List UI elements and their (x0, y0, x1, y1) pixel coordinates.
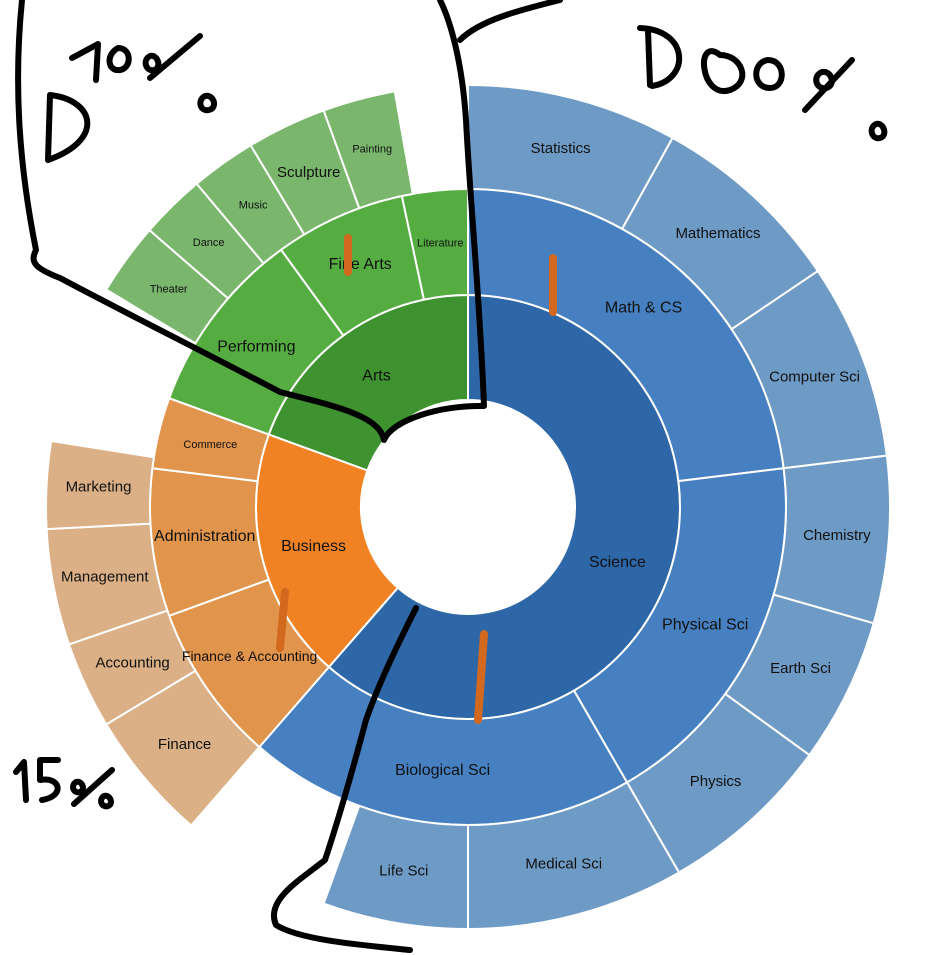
label-medical-sci: Medical Sci (525, 855, 602, 872)
label-music: Music (239, 200, 268, 212)
label-sculpture: Sculpture (277, 164, 340, 181)
label-painting: Painting (352, 144, 392, 156)
annotation-bottom-left (13, 757, 115, 810)
label-mathematics: Mathematics (675, 225, 760, 242)
label-dance: Dance (193, 237, 225, 249)
label-accounting: Accounting (96, 654, 170, 671)
label-marketing: Marketing (66, 479, 132, 496)
label-biological-sci: Biological Sci (395, 762, 490, 779)
label-science: Science (589, 554, 646, 571)
label-physics: Physics (690, 773, 742, 790)
label-literature: Literature (417, 237, 463, 249)
annotation-top-left (45, 33, 218, 163)
label-commerce: Commerce (183, 439, 237, 451)
label-administration: Administration (154, 528, 255, 545)
label-performing: Performing (217, 339, 295, 356)
label-statistics: Statistics (531, 140, 591, 157)
segment-life-sci[interactable] (322, 804, 469, 931)
segment-marketing[interactable] (45, 439, 156, 531)
orange-marks (276, 234, 557, 724)
label-finance: Finance (158, 736, 211, 753)
label-life-sci: Life Sci (379, 862, 428, 879)
label-chemistry: Chemistry (803, 527, 871, 544)
label-finance-accounting: Finance & Accounting (182, 648, 317, 664)
sunburst-segments (45, 83, 891, 931)
label-physical-sci: Physical Sci (662, 616, 748, 633)
label-management: Management (61, 569, 149, 586)
annotation-outline (15, 0, 563, 953)
label-earth-sci: Earth Sci (770, 660, 831, 677)
label-math-cs: Math & CS (605, 300, 682, 317)
segment-literature[interactable] (400, 187, 469, 301)
label-theater: Theater (150, 283, 188, 295)
label-arts: Arts (362, 368, 390, 385)
segment-painting[interactable] (322, 90, 414, 210)
handwritten-annotations (13, 0, 888, 953)
label-business: Business (281, 538, 346, 555)
annotation-top-right (637, 25, 888, 142)
label-fine-arts: Fine Arts (329, 256, 392, 273)
label-computer-sci: Computer Sci (769, 368, 860, 385)
